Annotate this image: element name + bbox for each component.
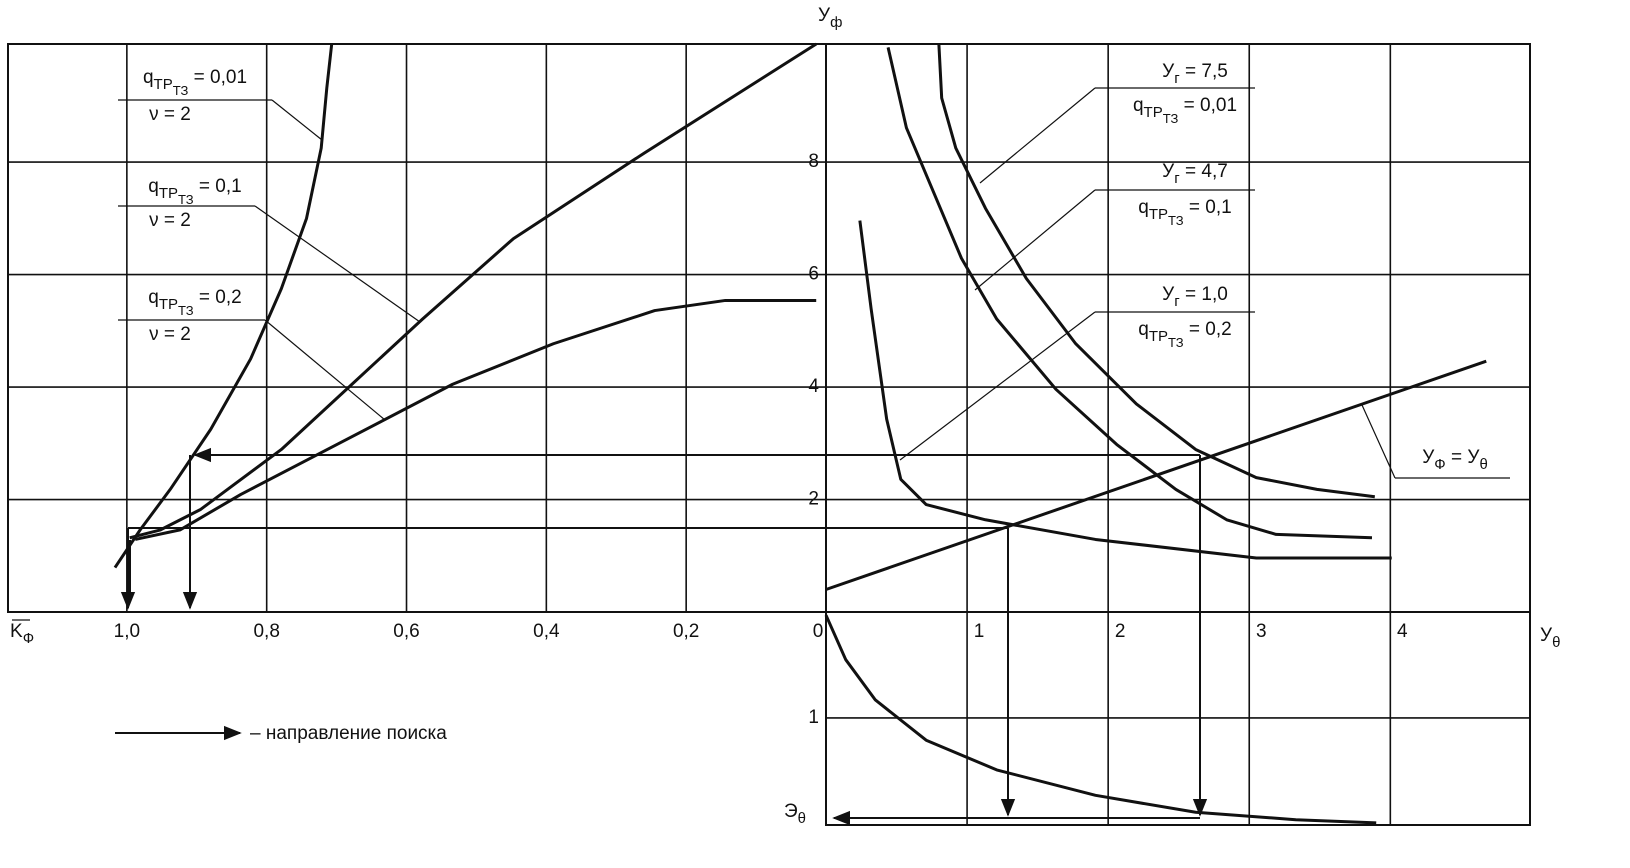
- annotation-part: г: [1174, 70, 1180, 87]
- y-tick-label: 8: [808, 151, 819, 172]
- line-label-part: У: [1422, 447, 1435, 468]
- annotation-part: ТР: [1149, 206, 1168, 223]
- annotation-part: ТЗ: [1168, 213, 1184, 228]
- curve: [825, 359, 1487, 591]
- annotation-part: q: [1138, 319, 1149, 340]
- annotation-part: = 0,01: [1178, 95, 1237, 116]
- curve: [858, 220, 1392, 560]
- annotation-part: q: [143, 67, 154, 88]
- annotation-part: = 0,1: [194, 176, 242, 197]
- annotation-part: q: [148, 287, 159, 308]
- y-axis-label-part: θ: [798, 810, 806, 827]
- legend-note: – направление поиска: [250, 723, 447, 744]
- annotation-part: q: [148, 176, 159, 197]
- annotation-part: ТЗ: [178, 192, 194, 207]
- bottom-frame: [825, 611, 1531, 826]
- x-tick-label: 4: [1397, 621, 1408, 642]
- annotation: qТРТЗ = 0,2: [148, 287, 241, 318]
- line-label-part: = У: [1446, 447, 1481, 468]
- annotation-part: ТР: [159, 296, 178, 313]
- annotation: qТРТЗ = 0,1: [148, 176, 241, 207]
- curve: [886, 47, 1373, 540]
- leaders: [118, 87, 1510, 479]
- line-label-part: θ: [1479, 456, 1487, 473]
- x-axis-label-part: θ: [1552, 634, 1560, 651]
- y-axis-label: Уф: [818, 5, 842, 31]
- y-axis-label-part: ф: [830, 14, 842, 31]
- annotation-part: = 1,0: [1180, 284, 1228, 305]
- annotation-part: q: [1133, 95, 1144, 116]
- annotation: Уг = 1,0: [1162, 284, 1228, 310]
- y-axis-label-part: У: [818, 5, 831, 26]
- right-frame: [825, 43, 1531, 613]
- annotation-part: У: [1162, 284, 1175, 305]
- annotation-part: У: [1162, 61, 1175, 82]
- y-tick-label: 1: [808, 707, 819, 728]
- annotation-part: ТЗ: [1163, 111, 1179, 126]
- x-tick-label: 0,2: [673, 621, 699, 642]
- curve: [824, 614, 1377, 825]
- x-tick-label: 1: [974, 621, 985, 642]
- annotation-part: г: [1174, 170, 1180, 187]
- x-axis-label-part: Ф: [23, 630, 34, 647]
- x-axis-label-part: K: [10, 621, 23, 642]
- x-tick-label: 0,8: [253, 621, 279, 642]
- annotation: Уг = 4,7: [1162, 161, 1228, 187]
- curve: [134, 298, 817, 541]
- annotation: ν = 2: [149, 324, 191, 345]
- annotation-part: ТЗ: [178, 303, 194, 318]
- grid: [8, 44, 1530, 825]
- x-axis-label: KФ: [10, 621, 34, 647]
- annotation-part: = 0,2: [194, 287, 242, 308]
- annotation-part: ТЗ: [173, 83, 189, 98]
- y-tick-label: 2: [808, 489, 819, 510]
- annotation-part: У: [1162, 161, 1175, 182]
- search-path: [120, 447, 1208, 826]
- annotation-part: ТР: [154, 76, 173, 93]
- annotation-part: q: [1138, 197, 1149, 218]
- annotation-part: = 4,7: [1180, 161, 1228, 182]
- y-axis-label-part: Э: [784, 801, 798, 822]
- annotation-part: ТР: [1144, 104, 1163, 121]
- annotation: qТРТЗ = 0,01: [143, 67, 247, 98]
- annotation: Уг = 7,5: [1162, 61, 1228, 87]
- line-label: УФ = Уθ: [1422, 447, 1488, 473]
- annotation: ν = 2: [149, 210, 191, 231]
- y-tick-label: 4: [808, 376, 819, 397]
- x-tick-label: 0: [813, 621, 824, 642]
- x-tick-label: 0,4: [533, 621, 560, 642]
- line-label-part: Ф: [1434, 456, 1445, 473]
- annotation-part: = 0,1: [1184, 197, 1232, 218]
- annotation: qТРТЗ = 0,1: [1138, 197, 1231, 228]
- x-tick-label: 1,0: [114, 621, 140, 642]
- x-tick-label: 2: [1115, 621, 1126, 642]
- x-axis-label: Уθ: [1540, 625, 1560, 651]
- curve: [937, 43, 1375, 499]
- y-tick-label: 6: [808, 264, 819, 285]
- left-frame: [7, 43, 827, 613]
- x-tick-label: 3: [1256, 621, 1267, 642]
- x-tick-label: 0,6: [393, 621, 419, 642]
- annotation-part: г: [1174, 293, 1180, 310]
- annotation-part: ТР: [1149, 328, 1168, 345]
- y-axis-label: Эθ: [784, 801, 806, 827]
- annotation: qТРТЗ = 0,01: [1133, 95, 1237, 126]
- x-axis-label-part: У: [1540, 625, 1553, 646]
- annotation-part: = 0,01: [188, 67, 247, 88]
- annotation-part: = 7,5: [1180, 61, 1228, 82]
- annotation-part: ТР: [159, 185, 178, 202]
- curve: [129, 42, 818, 540]
- annotation-part: = 0,2: [1184, 319, 1232, 340]
- annotation-part: ТЗ: [1168, 335, 1184, 350]
- annotation: ν = 2: [149, 104, 191, 125]
- annotation: qТРТЗ = 0,2: [1138, 319, 1231, 350]
- curve: [113, 43, 334, 569]
